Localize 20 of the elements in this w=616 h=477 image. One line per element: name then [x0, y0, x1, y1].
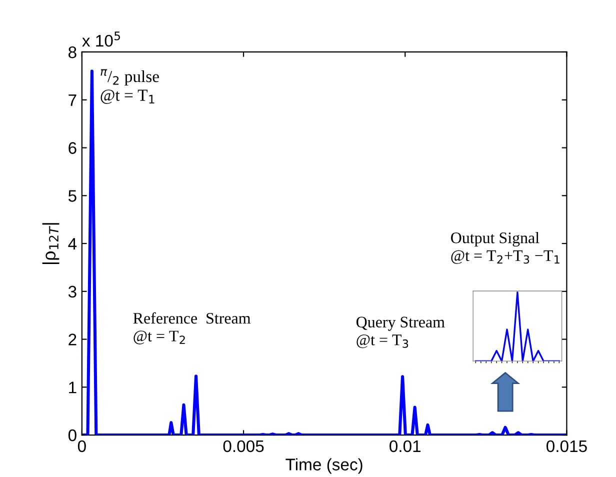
x-tick-label: 0.01 — [390, 440, 421, 452]
text: x 10$^{5}$ — [82, 32, 120, 47]
annotation: Output Signal @t = T$_{2}$+T$_{3}$ −T$_{1}$ — [451, 232, 560, 264]
annotation: $^{π}$/$_{2}$ pulse @t = T$_{1}$ — [100, 69, 159, 104]
y-tick-label: 3 — [68, 286, 76, 298]
annotation: Query Stream @t = T$_{3}$ — [356, 316, 445, 348]
y-tick-label: 4 — [68, 238, 77, 250]
x-tick-label: 0.005 — [223, 440, 264, 452]
x-tick-label: 0 — [78, 440, 86, 452]
y-axis-title: |ρ$_{12T}$| — [42, 223, 60, 264]
y-tick-label: 2 — [68, 334, 76, 346]
y-tick-label: 5 — [68, 190, 76, 202]
x-tick-label: 0.015 — [546, 440, 587, 452]
x-axis-title: Time (sec) — [286, 458, 362, 474]
y-tick-label: 0 — [68, 429, 76, 442]
y-tick-label: 1 — [69, 382, 76, 394]
y-tick-label: 6 — [68, 142, 76, 154]
annotation: Reference Stream @t = T$_{2}$ — [133, 312, 251, 344]
y-tick-label: 7 — [68, 94, 76, 106]
y-tick-label: 8 — [68, 46, 76, 58]
